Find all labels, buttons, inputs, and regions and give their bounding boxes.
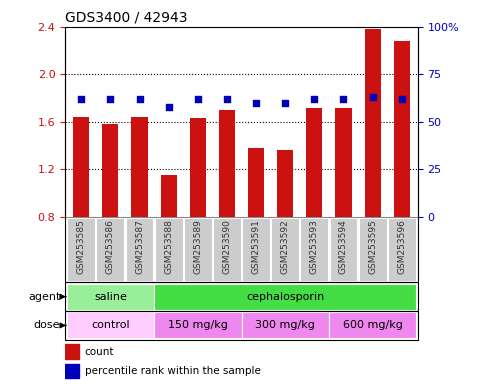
Bar [359,218,386,281]
Text: control: control [91,320,129,331]
Point [281,100,289,106]
Bar [306,108,322,217]
Bar [155,218,183,281]
Bar [65,364,79,378]
Text: 300 mg/kg: 300 mg/kg [256,320,315,331]
Point [311,96,318,102]
Bar [300,218,328,281]
Text: count: count [85,347,114,357]
Bar [248,148,264,217]
Text: GSM253585: GSM253585 [77,220,85,275]
Bar [190,118,206,217]
Point [136,96,143,102]
Text: agent: agent [28,291,60,302]
Bar [126,218,154,281]
Point [165,104,172,110]
Text: GSM253595: GSM253595 [368,220,377,275]
Point [223,96,231,102]
Text: 150 mg/kg: 150 mg/kg [168,320,227,331]
Text: percentile rank within the sample: percentile rank within the sample [85,366,260,376]
Point [340,96,347,102]
Bar [213,218,241,281]
Bar [219,110,235,217]
Bar [102,124,118,217]
Bar [161,175,177,217]
Bar [365,29,381,217]
Text: GSM253591: GSM253591 [252,220,260,275]
Bar [67,218,95,281]
Text: GSM253589: GSM253589 [193,220,202,275]
Text: GSM253592: GSM253592 [281,220,290,274]
Text: GSM253594: GSM253594 [339,220,348,274]
Bar [277,151,293,217]
Bar [131,117,147,217]
Text: dose: dose [34,320,60,331]
Bar [67,313,154,338]
Point [194,96,202,102]
Bar [388,218,416,281]
Text: GSM253587: GSM253587 [135,220,144,275]
Bar [329,313,416,338]
Point [107,96,114,102]
Bar [394,41,410,217]
Bar [184,218,212,281]
Bar [242,313,329,338]
Bar [271,218,299,281]
Bar [67,284,154,310]
Bar [73,117,89,217]
Text: GSM253590: GSM253590 [223,220,231,275]
Text: GDS3400 / 42943: GDS3400 / 42943 [65,10,188,24]
Point [77,96,85,102]
Text: GSM253588: GSM253588 [164,220,173,275]
Point [369,94,376,100]
Text: 600 mg/kg: 600 mg/kg [343,320,402,331]
Text: GSM253596: GSM253596 [398,220,406,275]
Bar [65,344,79,359]
Bar [242,218,270,281]
Bar [154,313,242,338]
Text: GSM253586: GSM253586 [106,220,115,275]
Bar [329,218,357,281]
Text: GSM253593: GSM253593 [310,220,319,275]
Text: cephalosporin: cephalosporin [246,291,325,302]
Point [398,96,406,102]
Bar [336,108,352,217]
Bar [97,218,124,281]
Text: saline: saline [94,291,127,302]
Point [252,100,260,106]
Bar [154,284,416,310]
